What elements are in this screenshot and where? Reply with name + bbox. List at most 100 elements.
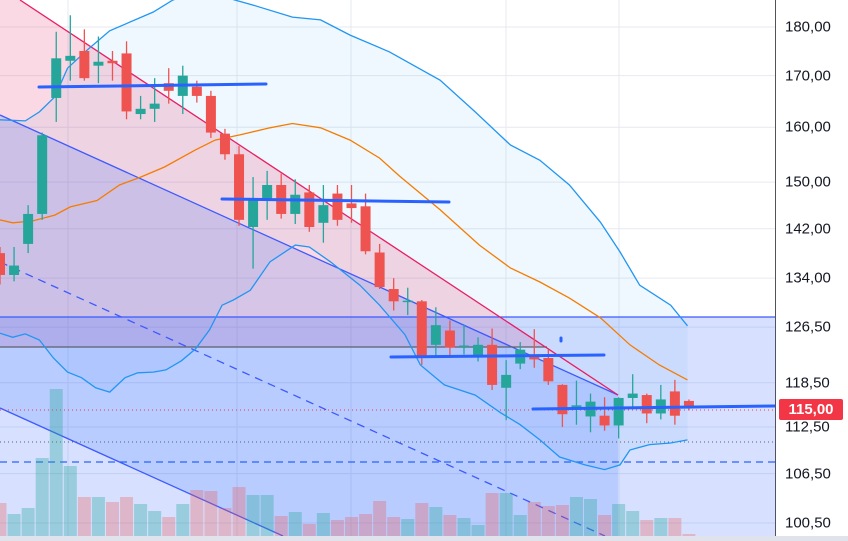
- candle-body: [360, 206, 371, 252]
- volume-bar: [21, 508, 35, 536]
- grid-lines: [0, 0, 775, 536]
- candle-body: [23, 213, 34, 244]
- candle-body: [683, 400, 694, 409]
- candle-body: [318, 205, 329, 223]
- candle-body: [641, 395, 652, 414]
- channel-upper-line: [0, 114, 619, 396]
- volume-bar: [387, 517, 401, 536]
- highlight-rectangle-blue: [0, 317, 775, 536]
- volume-bar: [77, 497, 91, 536]
- volume-bar: [584, 499, 598, 536]
- candle: [318, 184, 329, 243]
- candle-body: [402, 300, 413, 303]
- candle: [79, 29, 90, 81]
- candle-body: [65, 55, 76, 61]
- candle: [0, 246, 5, 285]
- candle: [51, 31, 62, 122]
- price-tick-label: 142,00: [785, 220, 831, 238]
- candle-body: [107, 60, 118, 64]
- volume-bar: [485, 493, 499, 536]
- price-tick-label: 112,50: [785, 418, 830, 436]
- volume-bar: [190, 490, 204, 536]
- volume-bar: [555, 505, 569, 536]
- volume-bar: [457, 518, 471, 536]
- candle: [416, 300, 427, 365]
- volume-bar: [162, 517, 176, 536]
- candle: [290, 179, 301, 225]
- volume-bar: [105, 502, 119, 536]
- last-price-label: 115,00: [779, 399, 843, 420]
- volume-bar: [415, 503, 429, 536]
- candle: [219, 128, 230, 160]
- volume-bar: [527, 502, 541, 536]
- candle-body: [332, 193, 343, 220]
- level-line-3[interactable]: [389, 353, 606, 359]
- price-tick-label: 180,00: [785, 18, 831, 36]
- level-line-4[interactable]: [531, 404, 775, 411]
- candle-body: [262, 184, 273, 200]
- candle: [501, 360, 512, 421]
- volume-bar: [63, 466, 77, 536]
- price-tick-label: 106,50: [785, 465, 831, 483]
- volume-bar: [302, 524, 316, 536]
- candle: [669, 379, 680, 425]
- candle: [360, 193, 371, 255]
- price-tick-label: 126,50: [785, 318, 831, 336]
- candle: [93, 36, 104, 84]
- candle-body: [0, 253, 5, 275]
- candle-body: [205, 95, 216, 133]
- candle: [458, 325, 469, 355]
- price-axis[interactable]: 180,00 170,00 160,00 150,00 142,00 134,00 126,…: [775, 0, 848, 536]
- price-tick-label: 160,00: [785, 118, 831, 136]
- red-trend-line: [19, 0, 619, 396]
- volume-bar: [373, 501, 387, 536]
- volume-bar: [499, 493, 513, 536]
- volume-bar: [598, 515, 612, 536]
- volume-bar: [682, 534, 696, 536]
- volume-bar: [134, 504, 148, 536]
- volume-bar: [443, 515, 457, 536]
- candle: [304, 184, 315, 232]
- candle: [248, 177, 259, 269]
- volume-bar: [204, 491, 218, 536]
- volume-bar: [612, 504, 626, 536]
- candle-body: [473, 344, 484, 357]
- candle-body: [487, 344, 498, 385]
- volume-bars: [0, 389, 696, 536]
- candle: [487, 328, 498, 390]
- candle-body: [135, 108, 146, 115]
- candle: [332, 184, 343, 226]
- candle-body: [557, 384, 568, 415]
- candle-body: [304, 192, 315, 228]
- volume-bar: [288, 512, 302, 536]
- candle-body: [248, 198, 259, 228]
- price-tick-label: 100,50: [785, 514, 831, 532]
- candle-body: [149, 103, 160, 109]
- price-chart-canvas[interactable]: [0, 0, 775, 536]
- candle: [374, 243, 385, 290]
- level-line-1[interactable]: [37, 82, 268, 89]
- volume-bar: [316, 513, 330, 536]
- candle-body: [627, 393, 638, 398]
- candle-body: [37, 135, 48, 214]
- candle-body: [79, 50, 90, 79]
- level-line-2[interactable]: [220, 197, 451, 204]
- candle-body: [9, 265, 20, 275]
- candle-body: [374, 252, 385, 288]
- candle-body: [613, 397, 624, 426]
- candle: [135, 95, 146, 120]
- volume-bar: [668, 518, 682, 536]
- candle-body: [121, 53, 132, 112]
- volume-bar: [654, 518, 668, 536]
- candle-body: [234, 154, 245, 220]
- candle-body: [290, 194, 301, 214]
- volume-bar: [176, 504, 190, 536]
- candle: [234, 146, 245, 226]
- volume-bar: [49, 389, 63, 536]
- candle-body: [51, 58, 62, 98]
- candle: [613, 397, 624, 439]
- candle-body: [501, 374, 512, 388]
- candle-body: [444, 330, 455, 348]
- time-axis-strip[interactable]: [0, 536, 848, 541]
- volume-bar: [401, 519, 415, 536]
